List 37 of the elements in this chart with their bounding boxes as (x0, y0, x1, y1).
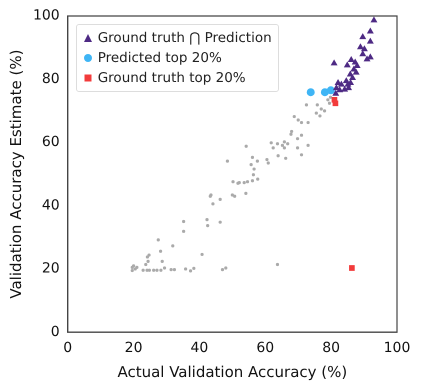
y-tick-label: 100 (32, 8, 60, 24)
point (366, 27, 374, 34)
point (348, 56, 355, 62)
point (344, 61, 351, 68)
point (349, 265, 355, 271)
x-tick-label: 60 (256, 340, 274, 356)
point (349, 74, 356, 80)
y-tick-label: 40 (42, 197, 60, 214)
y-tick-label: 60 (42, 134, 60, 150)
point (306, 88, 315, 96)
point (360, 45, 368, 52)
y-axis-title: Validation Accuracy Estimate (%) (6, 50, 25, 299)
point (354, 62, 361, 68)
point (359, 33, 366, 40)
point (356, 43, 364, 50)
point (330, 59, 338, 66)
point (366, 38, 374, 44)
legend-label: Ground truth ⋂ Prediction (98, 30, 272, 46)
point (370, 16, 378, 22)
point (338, 80, 345, 87)
y-tick-label: 0 (50, 324, 60, 340)
x-axis-title: Actual Validation Accuracy (%) (117, 362, 348, 381)
point (336, 86, 344, 92)
point (326, 86, 335, 94)
point (332, 100, 338, 106)
legend-label: Ground truth top 20% (98, 70, 246, 86)
x-tick-label: 40 (190, 340, 208, 356)
point (352, 68, 360, 75)
x-tick-label: 0 (63, 340, 72, 356)
x-tick-label: 80 (322, 340, 340, 356)
y-tick-label: 80 (42, 70, 60, 87)
legend-label: Predicted top 20% (98, 50, 222, 66)
point (332, 90, 340, 96)
point (359, 50, 366, 56)
x-tick-label: 100 (384, 340, 410, 356)
x-tick-label: 20 (124, 340, 142, 356)
y-tick-label: 20 (42, 260, 60, 277)
